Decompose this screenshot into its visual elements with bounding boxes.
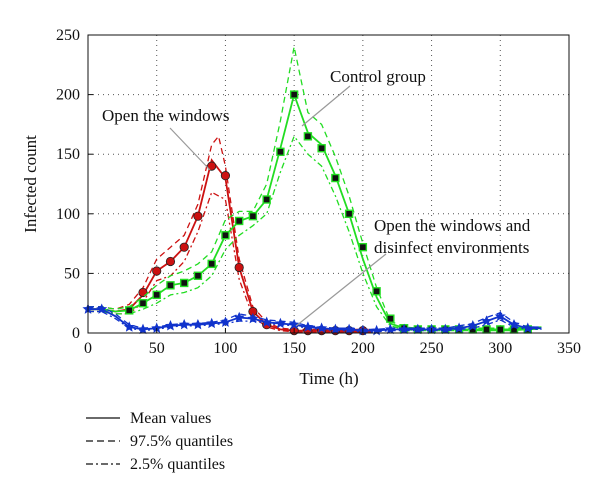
marker-open-the-windows [207,161,217,171]
marker-open-the-windows-and-disinfect-environments [439,323,451,335]
marker-control-group [152,290,161,300]
marker-control-group [317,144,326,153]
annotation-arrow-disinfect [295,253,387,327]
marker-open-the-windows-and-disinfect-environments [412,323,424,335]
series-mean-line-open-the-windows [88,158,377,332]
marker-control-group [166,281,175,290]
legend-label-mean: Mean values [130,410,211,427]
x-tick-label: 250 [420,340,444,357]
grid [88,35,569,333]
marker-open-the-windows-and-disinfect-environments [233,311,245,323]
marker-control-group [358,242,368,252]
marker-control-group [289,90,299,99]
series-control-group [88,46,542,334]
marker-open-the-windows-and-disinfect-environments [261,316,273,327]
marker-open-the-windows-and-disinfect-environments [178,318,190,330]
marker-open-the-windows-and-disinfect-environments [494,310,506,322]
series-lower-line-open-the-windows-and-disinfect-environments [88,310,542,333]
marker-open-the-windows [152,266,162,276]
marker-open-the-windows [234,262,244,273]
marker-open-the-windows-and-disinfect-environments [398,323,410,335]
x-tick-label: 150 [282,340,306,357]
marker-control-group [344,209,354,219]
marker-open-the-windows-and-disinfect-environments [508,318,520,330]
annotation-disinfect-line2: disinfect environments [374,238,529,257]
series-lower-line-open-the-windows [88,191,377,333]
marker-control-group [193,271,203,280]
marker-open-the-windows-and-disinfect-environments [206,317,218,329]
marker-open-the-windows-and-disinfect-environments [247,312,259,324]
marker-control-group [125,306,134,315]
marker-open-the-windows-and-disinfect-environments [384,323,396,335]
y-tick-label: 250 [56,27,80,44]
x-tick-label: 300 [488,340,512,357]
marker-control-group [207,259,216,269]
marker-control-group [482,325,491,334]
marker-open-the-windows [220,171,231,181]
marker-open-the-windows-and-disinfect-environments [192,318,204,330]
series-upper-line-open-the-windows [88,134,377,331]
marker-control-group [262,195,271,204]
marker-control-group [234,216,244,226]
marker-control-group [372,287,381,296]
series-mean-line-control-group [88,91,542,331]
tick-labels: 0 50 100 150 200 250 300 350 0 50 100 150 200 250 [56,27,581,357]
x-tick-label: 350 [557,340,581,357]
marker-control-group [138,299,148,308]
x-tick-label: 200 [351,340,375,357]
marker-open-the-windows-and-disinfect-environments [481,315,493,326]
marker-control-group [276,147,285,157]
marker-open-the-windows-and-disinfect-environments [164,320,176,331]
annotation-control-group: Control group [330,67,426,86]
marker-open-the-windows-and-disinfect-environments [302,321,314,332]
series-mean-line-open-the-windows-and-disinfect-environments [88,308,542,332]
series-layer [82,46,542,336]
legend: Mean values 97.5% quantiles 2.5% quantil… [86,410,233,473]
x-axis-label: Time (h) [299,369,358,388]
marker-open-the-windows [165,256,176,267]
legend-label-upper: 97.5% quantiles [130,433,233,450]
marker-open-the-windows-and-disinfect-environments [219,316,231,327]
y-tick-label: 150 [56,146,80,163]
marker-open-the-windows [193,211,203,221]
marker-control-group [331,173,340,183]
marker-control-group [248,211,258,221]
marker-control-group [179,278,189,288]
marker-control-group [386,314,395,323]
marker-open-the-windows [179,242,189,252]
marker-open-the-windows-and-disinfect-environments [137,323,149,335]
marker-open-the-windows-and-disinfect-environments [343,323,355,335]
x-tick-label: 0 [84,340,92,357]
series-lower-line-control-group [88,134,542,332]
annotation-disinfect-line1: Open the windows and [374,216,531,235]
series-upper-line-open-the-windows-and-disinfect-environments [88,306,542,331]
marker-open-the-windows-and-disinfect-environments [96,303,108,314]
marker-control-group [221,231,230,240]
annotation-open-windows: Open the windows [102,106,229,125]
x-tick-label: 50 [149,340,165,357]
y-tick-label: 200 [56,87,80,104]
axes-frame [87,34,570,334]
annotations: Open the windows Control group Open the … [102,67,531,327]
y-tick-label: 0 [72,325,80,342]
marker-open-the-windows-and-disinfect-environments [329,323,341,335]
marker-control-group [303,132,313,141]
legend-label-lower: 2.5% quantiles [130,456,225,473]
annotation-arrow-windows [169,127,211,171]
marker-open-the-windows-and-disinfect-environments [123,321,135,332]
y-tick-label: 50 [64,265,80,282]
marker-open-the-windows-and-disinfect-environments [274,317,286,329]
marker-open-the-windows-and-disinfect-environments [522,322,534,333]
plot-frame [87,34,570,334]
y-tick-label: 100 [56,206,80,223]
marker-open-the-windows-and-disinfect-environments [453,322,465,333]
marker-open-the-windows-and-disinfect-environments [467,320,479,331]
marker-open-the-windows-and-disinfect-environments [288,318,300,330]
y-axis-label: Infected count [21,135,40,233]
x-tick-label: 100 [213,340,237,357]
marker-open-the-windows-and-disinfect-environments [316,322,328,333]
series-upper-line-control-group [88,46,542,329]
annotation-arrow-control [301,85,351,127]
